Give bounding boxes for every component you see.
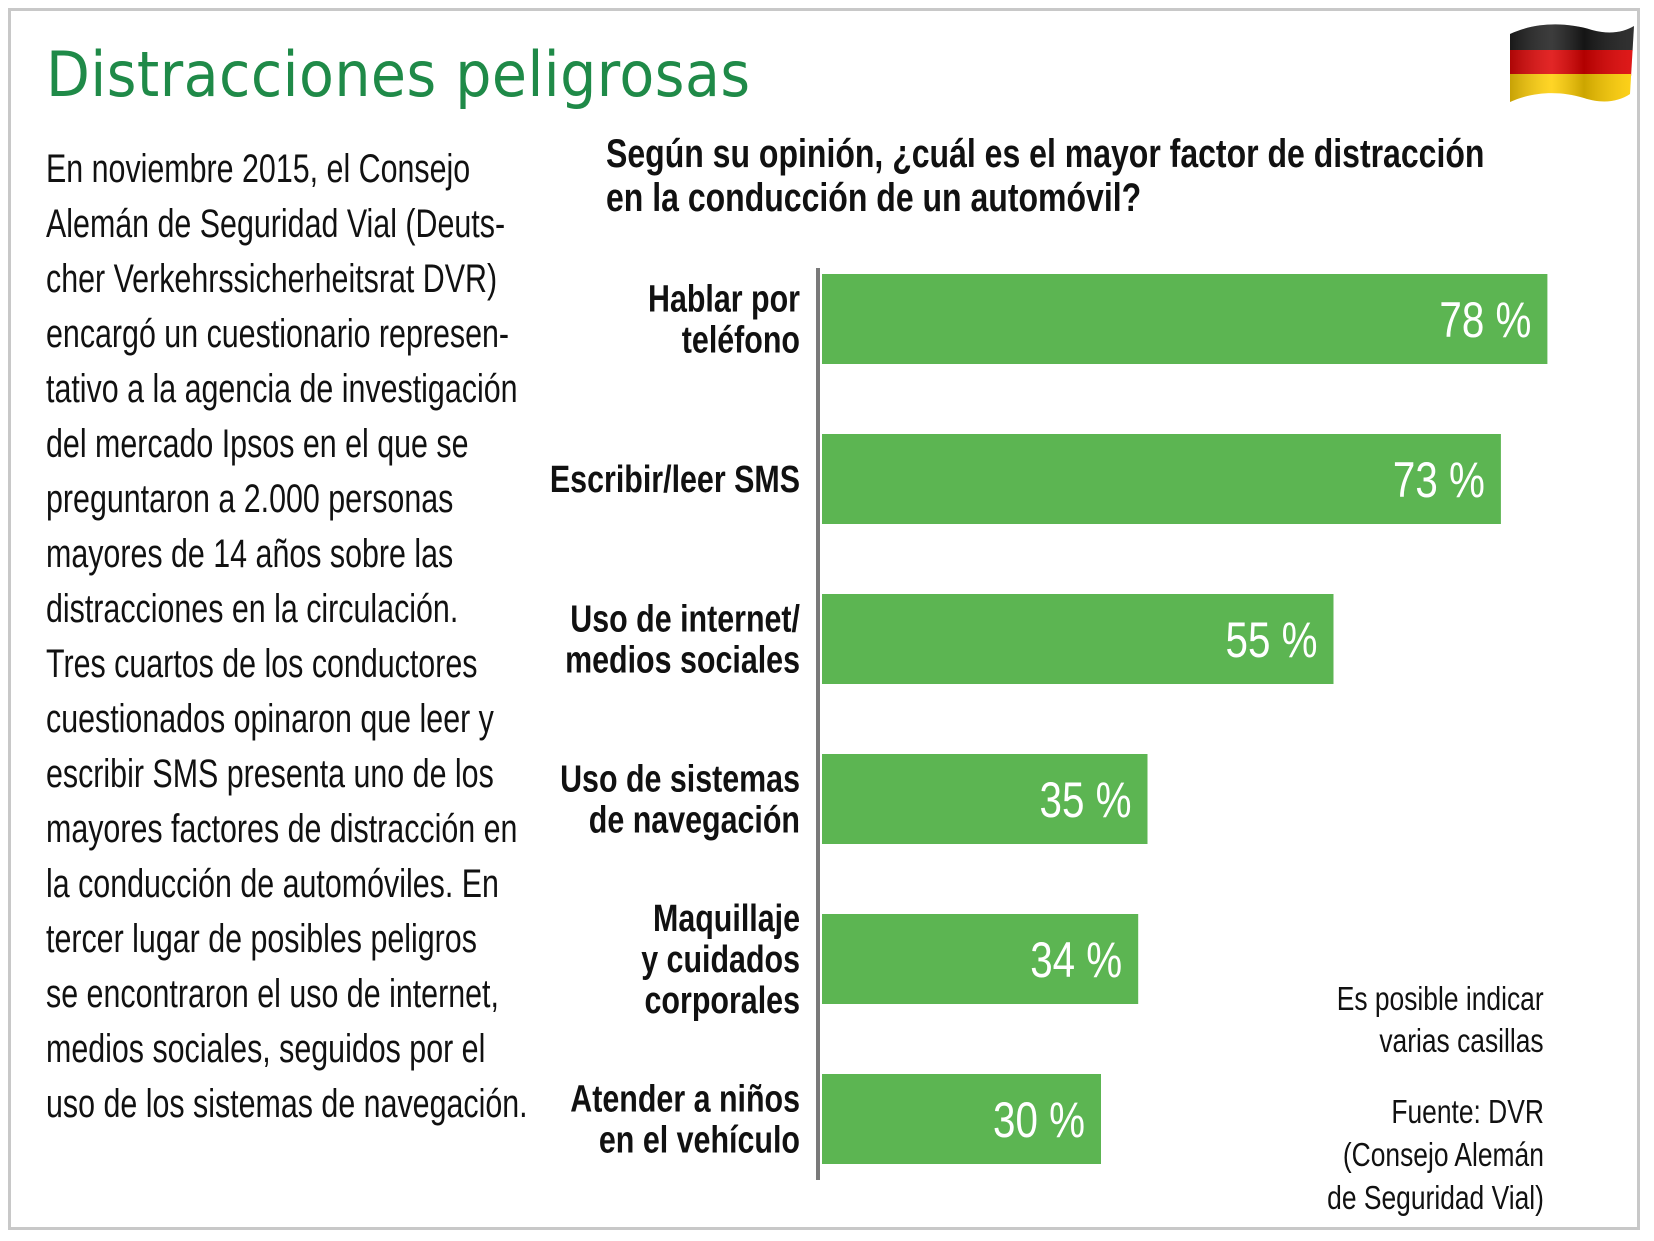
intro-line: tercer lugar de posibles peligros (46, 917, 477, 961)
bar-value-label: 78 % (1439, 292, 1531, 348)
bar (822, 594, 1334, 684)
source-note: Fuente: DVR (Consejo Alemán de Seguridad V… (1273, 1090, 1544, 1219)
germany-flag-icon (1510, 24, 1634, 102)
chart-title-line: en la conducción de un automóvil? (606, 176, 1142, 220)
intro-line: distracciones en la circulación. (46, 587, 459, 631)
intro-line: mayores factores de distracción en (46, 807, 518, 851)
category-label: Maquillaje (653, 898, 800, 940)
bar (822, 1074, 1101, 1164)
bar-value-label: 35 % (1040, 772, 1132, 828)
intro-paragraph: En noviembre 2015, el Consejo Alemán de S… (46, 142, 666, 1132)
intro-line: del mercado Ipsos en el que se (46, 422, 469, 466)
category-label: Escribir/leer SMS (550, 459, 800, 501)
page-title: Distracciones peligrosas (46, 38, 751, 111)
bar (822, 434, 1501, 524)
category-label: Atender a niños (570, 1079, 800, 1121)
category-label: Uso de internet/ (570, 599, 800, 641)
intro-line: mayores de 14 años sobre las (46, 532, 454, 576)
intro-line: Alemán de Seguridad Vial (Deuts- (46, 202, 506, 246)
source-line: Fuente: DVR (1391, 1093, 1544, 1130)
intro-line: medios sociales, seguidos por el (46, 1027, 486, 1071)
intro-line: encargó un cuestionario represen- (46, 312, 510, 356)
category-label: corporales (645, 980, 801, 1022)
intro-line: preguntaron a 2.000 personas (46, 477, 454, 521)
bar-value-label: 55 % (1226, 612, 1318, 668)
footnote-line: Es posible indicar (1337, 980, 1544, 1017)
intro-line: escribir SMS presenta uno de los (46, 752, 494, 796)
bar-value-label: 30 % (993, 1092, 1085, 1148)
source-line: de Seguridad Vial) (1327, 1179, 1544, 1216)
bar (822, 914, 1139, 1004)
footnote: Es posible indicar varias casillas (1285, 978, 1544, 1062)
category-label: de navegación (589, 800, 800, 842)
intro-line: tativo a la agencia de investigación (46, 367, 518, 411)
intro-line: cher Verkehrssicherheitsrat DVR) (46, 257, 498, 301)
footnote-line: varias casillas (1379, 1022, 1544, 1059)
category-label: Uso de sistemas (560, 759, 800, 801)
intro-line: se encontraron el uso de internet, (46, 972, 499, 1016)
bar (822, 274, 1548, 364)
category-label: Hablar por (648, 279, 800, 321)
chart-title: Según su opinión, ¿cuál es el mayor fact… (606, 132, 1654, 220)
bar (822, 754, 1148, 844)
category-label: teléfono (682, 320, 800, 362)
bar-value-label: 73 % (1393, 452, 1485, 508)
intro-line: En noviembre 2015, el Consejo (46, 147, 471, 191)
intro-line: la conducción de automóviles. En (46, 862, 499, 906)
intro-line: cuestionados opinaron que leer y (46, 697, 494, 741)
intro-line: Tres cuartos de los conductores (46, 642, 478, 686)
bar-value-label: 34 % (1030, 932, 1122, 988)
category-label: medios sociales (565, 640, 800, 682)
category-label: en el vehículo (599, 1120, 800, 1162)
chart-title-line: Según su opinión, ¿cuál es el mayor fact… (606, 132, 1485, 176)
intro-line: uso de los sistemas de navegación. (46, 1082, 528, 1126)
source-line: (Consejo Alemán (1342, 1136, 1544, 1173)
category-label: y cuidados (641, 939, 800, 981)
